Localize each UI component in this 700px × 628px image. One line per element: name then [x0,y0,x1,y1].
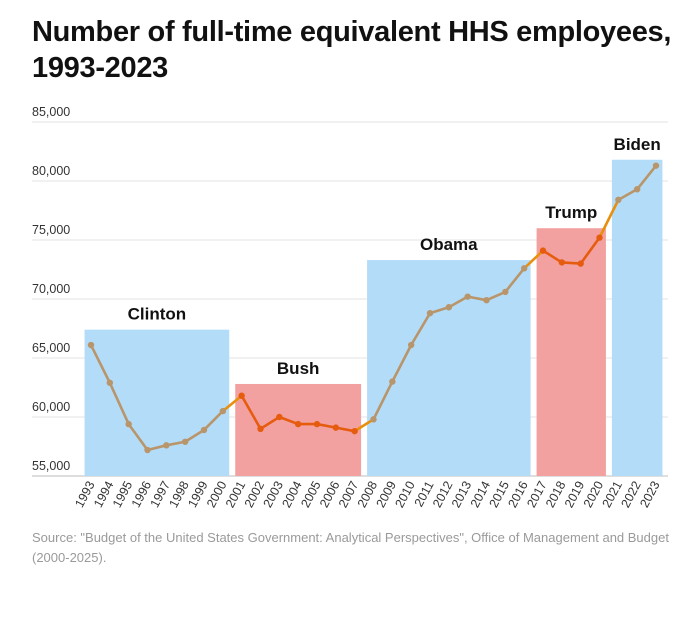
line-segment [127,422,149,452]
data-point-1998 [181,438,189,445]
data-point-2004 [294,420,302,428]
line-segment [353,418,375,433]
data-point-2013 [464,293,471,300]
data-point-2012 [445,304,453,311]
data-point-2021 [615,196,622,204]
data-point-2020 [596,234,603,241]
y-tick-label: 60,000 [32,400,70,414]
line-segment [409,311,432,347]
data-point-2008 [370,416,377,423]
source-note: Source: "Budget of the United States Gov… [32,530,669,565]
data-point-2002 [257,425,264,432]
data-point-1994 [106,379,114,386]
data-point-2011 [426,309,434,317]
data-point-2022 [633,186,641,193]
presidency-labels: Clinton Bush Obama Trump Biden [128,135,661,378]
data-point-1995 [125,420,132,428]
data-point-1999 [200,426,208,434]
y-tick-label: 70,000 [32,282,70,296]
data-point-2009 [389,378,396,385]
line-segment [485,290,507,302]
line-segment [522,249,545,270]
line-segment [579,236,601,265]
line-segment [504,267,526,294]
data-point-2003 [276,413,283,421]
line-segment [221,394,243,413]
y-tick-label: 80,000 [32,164,70,178]
y-tick-label: 85,000 [32,105,70,119]
data-point-2015 [502,288,509,296]
chart-title: Number of full-time equivalent HHS emplo… [32,16,672,84]
data-point-2019 [577,260,584,267]
x-axis-labels: 1993199419951996199719981999200020012002… [72,479,662,510]
y-tick-label: 55,000 [32,459,70,473]
presidency-bands [84,159,663,476]
data-point-2007 [351,427,358,435]
data-point-2006 [332,424,340,431]
line-segment [635,164,658,191]
presidency-band-bush [235,383,362,476]
data-point-1996 [144,446,151,454]
line-segment [108,381,130,426]
line-segment [372,380,394,421]
line-segment [391,343,413,383]
y-axis-labels: 55,000 60,000 65,000 70,000 75,000 80,000 85,0… [32,105,70,473]
data-point-2018 [558,259,566,266]
line-segment [240,394,262,431]
data-point-2010 [407,341,415,349]
line-segment [428,305,451,315]
presidency-label-obama: Obama [420,235,478,254]
line-segment [146,444,168,452]
data-point-2005 [313,420,321,428]
x-tick-label: 2010 [392,479,417,510]
presidency-label-trump: Trump [545,203,597,222]
presidency-label-biden: Biden [614,135,661,154]
presidency-label-bush: Bush [277,359,320,378]
presidency-band-clinton [84,329,230,476]
line-chart: 55,000 60,000 65,000 70,000 75,000 80,000 85,0… [32,105,668,510]
presidency-band-obama [367,260,531,476]
data-points [87,162,660,454]
line-segment [89,343,112,385]
data-point-2000 [219,407,227,415]
presidency-band-biden [611,159,663,476]
presidency-label-clinton: Clinton [128,305,187,324]
data-point-2023 [652,162,660,169]
line-segment [541,249,564,264]
data-point-1997 [163,442,170,449]
data-point-2001 [238,392,245,399]
y-tick-label: 75,000 [32,223,70,237]
line-segment [259,415,281,431]
line-segment [202,409,225,432]
y-tick-label: 65,000 [32,341,70,355]
data-point-2014 [483,296,490,304]
data-point-2017 [539,247,547,254]
line-segment [183,428,206,444]
data-point-1993 [87,341,95,349]
data-point-2016 [520,265,528,272]
line-segment [447,295,469,309]
line-segment [598,198,620,239]
presidency-band-trump [536,228,606,476]
line-segment [617,187,639,202]
x-tick-label: 2023 [637,479,662,510]
line-segment [278,415,300,426]
